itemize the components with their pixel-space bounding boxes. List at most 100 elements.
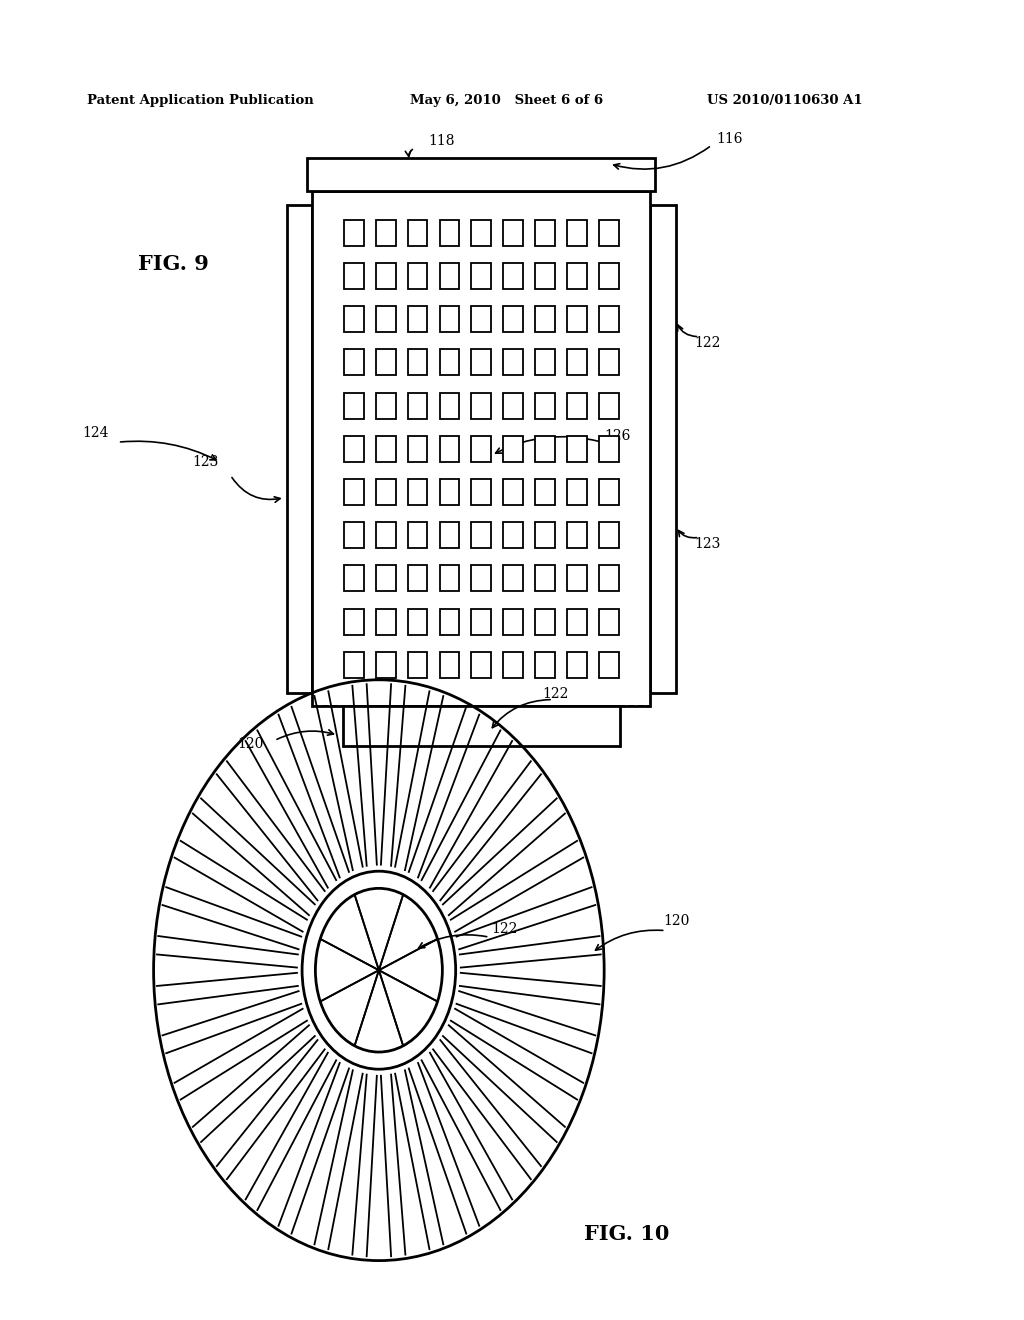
- Bar: [376, 220, 395, 246]
- Bar: [439, 350, 460, 375]
- Bar: [536, 565, 555, 591]
- Bar: [344, 263, 364, 289]
- Bar: [599, 392, 618, 418]
- Bar: [439, 479, 460, 506]
- Bar: [599, 306, 618, 333]
- Bar: [376, 609, 395, 635]
- Bar: [536, 652, 555, 677]
- Bar: [503, 436, 523, 462]
- Bar: [408, 609, 427, 635]
- Bar: [408, 565, 427, 591]
- Bar: [343, 706, 620, 746]
- Bar: [503, 263, 523, 289]
- Bar: [439, 436, 460, 462]
- Bar: [376, 479, 395, 506]
- Bar: [376, 306, 395, 333]
- Bar: [376, 392, 395, 418]
- Bar: [439, 609, 460, 635]
- Bar: [536, 609, 555, 635]
- Bar: [567, 436, 587, 462]
- Bar: [503, 565, 523, 591]
- Bar: [439, 263, 460, 289]
- Text: 118: 118: [428, 135, 455, 148]
- Bar: [471, 565, 492, 591]
- Bar: [599, 436, 618, 462]
- Bar: [503, 350, 523, 375]
- Text: 122: 122: [543, 688, 569, 701]
- Bar: [567, 392, 587, 418]
- Bar: [471, 479, 492, 506]
- Bar: [344, 565, 364, 591]
- Text: 120: 120: [664, 915, 690, 928]
- Bar: [344, 652, 364, 677]
- Bar: [503, 652, 523, 677]
- Bar: [376, 350, 395, 375]
- Text: 126: 126: [604, 429, 631, 442]
- Bar: [567, 350, 587, 375]
- Bar: [471, 523, 492, 548]
- Bar: [439, 523, 460, 548]
- Bar: [536, 263, 555, 289]
- Bar: [536, 523, 555, 548]
- Bar: [503, 479, 523, 506]
- Bar: [408, 350, 427, 375]
- Bar: [344, 609, 364, 635]
- Bar: [471, 609, 492, 635]
- Text: US 2010/0110630 A1: US 2010/0110630 A1: [707, 94, 862, 107]
- Bar: [503, 392, 523, 418]
- Bar: [439, 392, 460, 418]
- Bar: [536, 436, 555, 462]
- Bar: [567, 479, 587, 506]
- Bar: [344, 479, 364, 506]
- Bar: [287, 205, 312, 693]
- Bar: [567, 220, 587, 246]
- Bar: [344, 306, 364, 333]
- Bar: [344, 436, 364, 462]
- Bar: [408, 523, 427, 548]
- Bar: [599, 523, 618, 548]
- Bar: [439, 565, 460, 591]
- Text: 116: 116: [717, 132, 743, 145]
- Bar: [536, 392, 555, 418]
- Bar: [376, 652, 395, 677]
- Bar: [567, 306, 587, 333]
- Bar: [599, 350, 618, 375]
- Bar: [344, 350, 364, 375]
- Bar: [408, 263, 427, 289]
- Bar: [471, 392, 492, 418]
- Bar: [471, 263, 492, 289]
- Bar: [536, 479, 555, 506]
- Bar: [536, 306, 555, 333]
- Bar: [599, 609, 618, 635]
- Bar: [408, 479, 427, 506]
- Bar: [650, 205, 676, 693]
- Bar: [536, 220, 555, 246]
- Bar: [344, 523, 364, 548]
- Bar: [408, 652, 427, 677]
- Text: 120: 120: [238, 738, 264, 751]
- Bar: [344, 392, 364, 418]
- Bar: [471, 652, 492, 677]
- Bar: [503, 306, 523, 333]
- Bar: [567, 609, 587, 635]
- Bar: [376, 436, 395, 462]
- Bar: [307, 158, 655, 191]
- Bar: [376, 523, 395, 548]
- Text: FIG. 9: FIG. 9: [138, 253, 209, 275]
- Bar: [536, 350, 555, 375]
- Bar: [376, 565, 395, 591]
- Bar: [408, 220, 427, 246]
- Bar: [471, 436, 492, 462]
- Bar: [408, 306, 427, 333]
- Bar: [376, 263, 395, 289]
- Text: 124: 124: [82, 426, 109, 440]
- Text: Patent Application Publication: Patent Application Publication: [87, 94, 313, 107]
- Bar: [503, 609, 523, 635]
- Bar: [439, 220, 460, 246]
- Bar: [567, 263, 587, 289]
- Bar: [599, 220, 618, 246]
- Bar: [599, 652, 618, 677]
- Bar: [599, 479, 618, 506]
- Text: 122: 122: [492, 923, 518, 936]
- Bar: [567, 565, 587, 591]
